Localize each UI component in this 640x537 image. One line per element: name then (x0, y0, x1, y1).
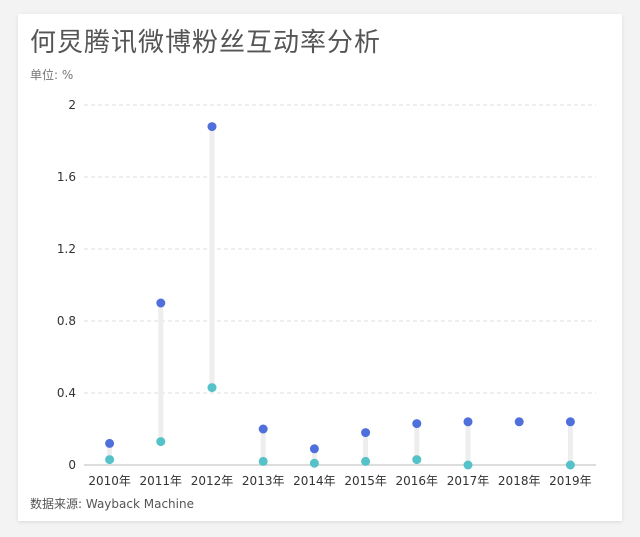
lower-point (156, 437, 166, 447)
y-tick-label: 2 (68, 98, 76, 112)
lower-point (258, 456, 268, 466)
x-tick-label: 2019年 (549, 474, 592, 488)
upper-point (514, 417, 524, 427)
lower-point (361, 456, 371, 466)
upper-point (565, 417, 575, 427)
y-tick-label: 0 (68, 458, 76, 472)
x-tick-label: 2010年 (88, 474, 131, 488)
unit-label: 单位: % (30, 68, 74, 82)
upper-point (412, 419, 422, 429)
upper-point (156, 298, 166, 308)
lower-point (412, 455, 422, 465)
x-tick-label: 2012年 (191, 474, 234, 488)
upper-point (105, 438, 115, 448)
lower-point (463, 460, 473, 470)
lower-point (565, 460, 575, 470)
y-tick-label: 1.2 (57, 242, 76, 256)
y-tick-label: 0.4 (57, 386, 76, 400)
lower-point (309, 458, 319, 468)
x-tick-label: 2011年 (140, 474, 183, 488)
upper-point (207, 122, 217, 132)
x-tick-label: 2015年 (344, 474, 387, 488)
chart-card: 何炅腾讯微博粉丝互动率分析 单位: % 0 0.4 0.8 1.2 1.6 2 2010年 2… (18, 14, 622, 521)
upper-point (309, 444, 319, 454)
upper-point (463, 417, 473, 427)
lower-point (105, 455, 115, 465)
plot-area: 0 0.4 0.8 1.2 1.6 2 2010年 2011年 2012年 2013年 2014年 2… (57, 98, 596, 488)
x-tick-label: 2013年 (242, 474, 285, 488)
source-note: 数据来源: Wayback Machine (30, 497, 194, 511)
upper-point (361, 428, 371, 438)
x-tick-label: 2016年 (396, 474, 439, 488)
y-tick-label: 1.6 (57, 170, 76, 184)
upper-point (258, 424, 268, 434)
x-tick-label: 2018年 (498, 474, 541, 488)
y-tick-label: 0.8 (57, 314, 76, 328)
chart-title: 何炅腾讯微博粉丝互动率分析 (30, 28, 382, 58)
x-tick-label: 2017年 (447, 474, 490, 488)
lower-point (207, 383, 217, 393)
x-tick-label: 2014年 (293, 474, 336, 488)
